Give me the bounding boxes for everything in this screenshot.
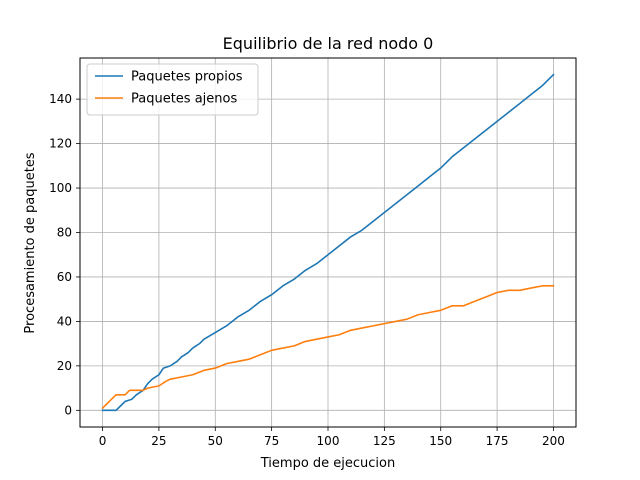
grid-lines — [80, 58, 576, 427]
y-tick-label: 60 — [57, 270, 72, 284]
legend-label-paquetes-ajenos: Paquetes ajenos — [131, 92, 237, 107]
x-tick-label: 75 — [264, 434, 279, 448]
y-tick-label: 120 — [49, 137, 72, 151]
y-tick-label: 0 — [64, 403, 72, 417]
series-line-paquetes-ajenos — [101, 285, 555, 410]
axis-ticks: 0 25 50 75 100 125 150 175 200 0 20 40 60 80 100 120 140 — [49, 92, 565, 448]
legend-label-paquetes-propios: Paquetes propios — [131, 70, 243, 85]
series-lines — [101, 73, 555, 412]
legend-box — [86, 63, 259, 116]
y-tick-label: 20 — [57, 359, 72, 373]
y-tick-label: 80 — [57, 225, 72, 239]
x-tick-label: 25 — [151, 434, 166, 448]
series-line-paquetes-propios — [101, 73, 555, 412]
y-tick-label: 140 — [49, 92, 72, 106]
x-tick-label: 175 — [486, 434, 509, 448]
y-axis-label: Procesamiento de paquetes — [23, 152, 38, 333]
x-tick-label: 100 — [317, 434, 340, 448]
legend: Paquetes propios Paquetes ajenos — [86, 63, 259, 116]
x-tick-label: 150 — [429, 434, 452, 448]
y-tick-label: 40 — [57, 314, 72, 328]
y-tick-label: 100 — [49, 181, 72, 195]
x-tick-label: 200 — [542, 434, 565, 448]
x-tick-label: 125 — [373, 434, 396, 448]
x-axis-label: Tiempo de ejecucion — [260, 456, 395, 471]
x-tick-label: 50 — [208, 434, 223, 448]
x-tick-label: 0 — [99, 434, 107, 448]
chart-title: Equilibrio de la red nodo 0 — [223, 34, 434, 53]
